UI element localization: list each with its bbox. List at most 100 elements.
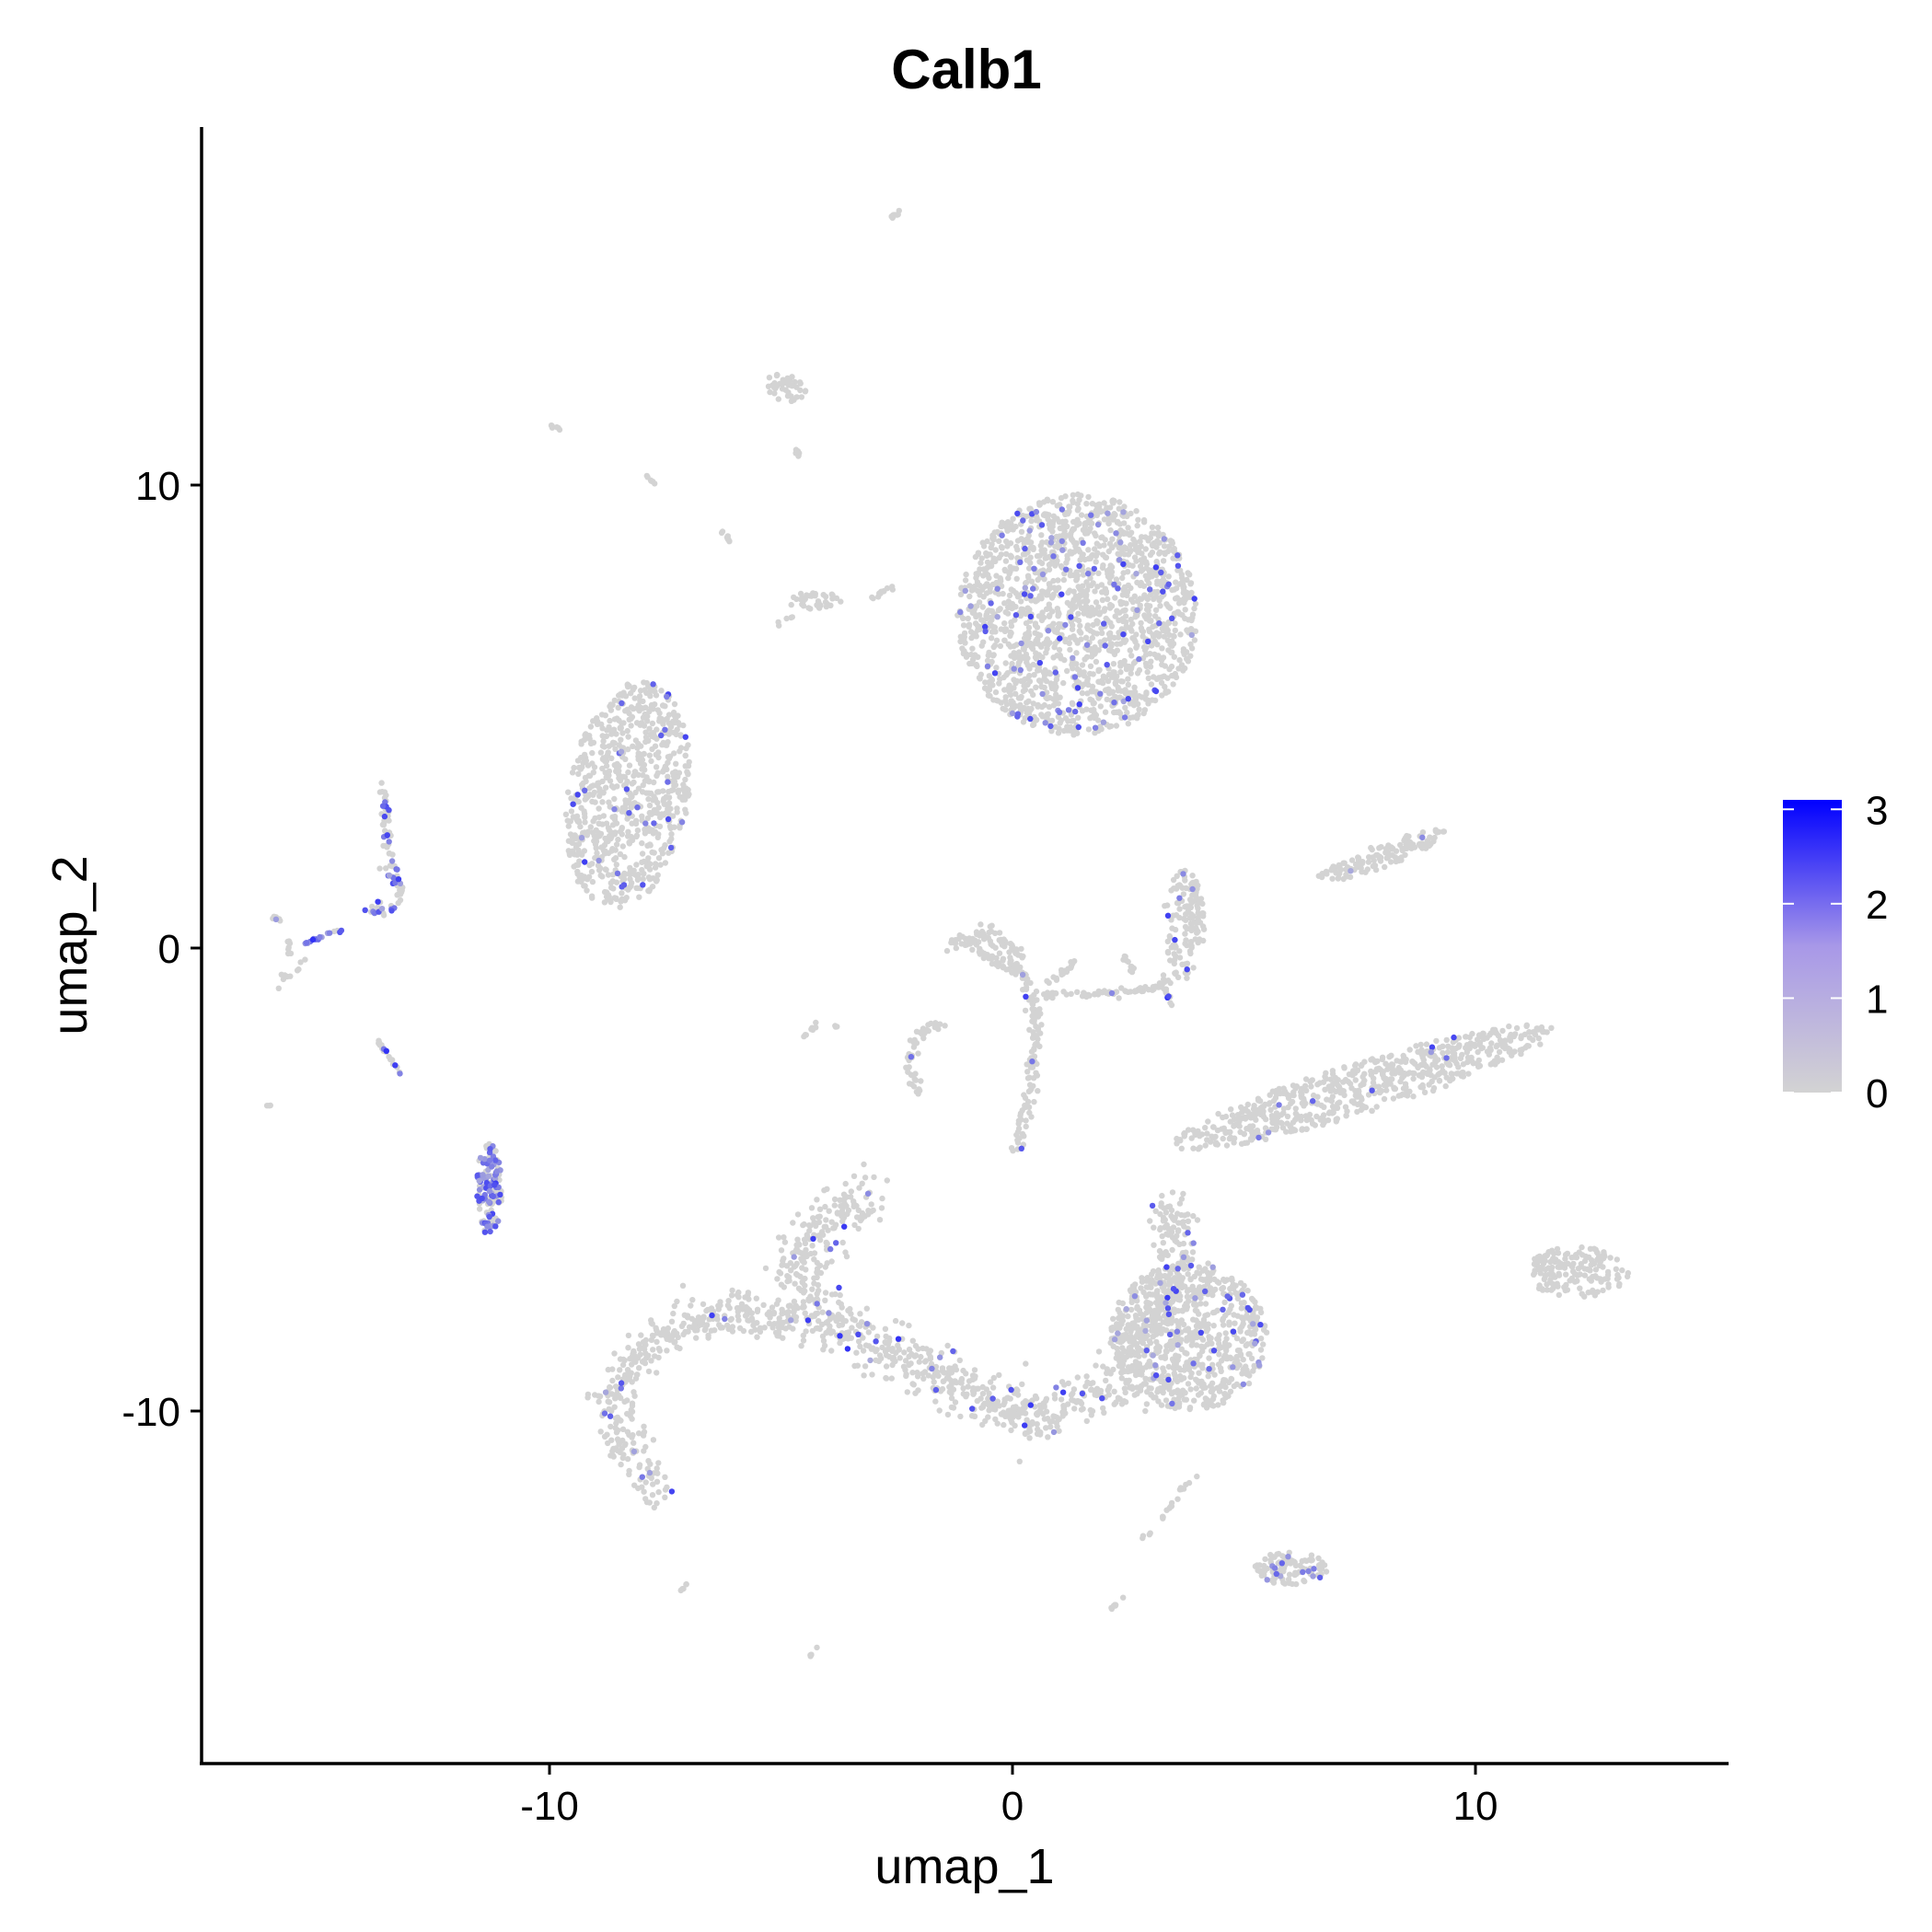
cell-point <box>997 606 1003 612</box>
cell-point <box>1460 1070 1466 1076</box>
cell-point <box>1340 875 1347 883</box>
cell-point <box>1060 1403 1067 1409</box>
cell-point <box>633 862 640 868</box>
cell-point <box>1200 910 1207 917</box>
cell-point <box>1205 1118 1211 1125</box>
cell-point <box>583 731 589 737</box>
cell-point <box>1109 688 1116 695</box>
cell-point <box>1320 1112 1327 1118</box>
cell-point <box>1058 1396 1065 1403</box>
cell-point <box>990 555 997 561</box>
cell-point <box>788 1267 794 1274</box>
cell-point <box>1070 499 1077 505</box>
cell-point <box>862 1174 869 1181</box>
cell-point <box>599 873 606 880</box>
cell-point <box>1192 1307 1199 1313</box>
cell-point <box>1387 1065 1394 1071</box>
cell-point <box>1260 1341 1267 1348</box>
cell-point <box>1158 1200 1164 1207</box>
cell-point <box>619 843 626 850</box>
cell-point <box>1144 668 1151 676</box>
cell-point <box>1227 1134 1234 1140</box>
cell-point <box>968 587 976 594</box>
cell-point <box>568 808 575 815</box>
cell-point <box>596 792 603 799</box>
cell-point <box>1067 634 1074 641</box>
cell-point <box>639 850 646 857</box>
cell-point <box>1111 1388 1117 1395</box>
cell-point <box>1179 1387 1186 1394</box>
cell-point <box>582 796 588 803</box>
cell-point <box>1064 552 1070 559</box>
cell-point <box>1023 610 1029 617</box>
cell-point <box>1212 1286 1219 1293</box>
cell-point <box>647 693 654 700</box>
cell-point <box>781 1234 787 1241</box>
cell-point <box>1166 543 1173 550</box>
cell-point <box>1624 1273 1631 1280</box>
cell-point <box>671 720 677 726</box>
cell-point <box>1173 971 1179 978</box>
cell-point <box>848 1188 854 1195</box>
cell-point <box>1084 519 1091 526</box>
cell-point <box>1273 1120 1279 1127</box>
cell-point <box>1167 957 1174 964</box>
cell-point <box>641 723 648 729</box>
cell-point <box>1011 565 1017 572</box>
cell-point <box>1093 507 1100 514</box>
cell-point <box>581 810 588 817</box>
cell-point <box>1231 1382 1238 1390</box>
cell-point <box>1286 1571 1293 1578</box>
cell-point <box>1012 690 1019 697</box>
cell-point <box>1530 1036 1536 1044</box>
cell-point <box>492 1148 499 1154</box>
cell-point <box>1115 1306 1122 1313</box>
cell-point <box>1095 570 1102 576</box>
cell-point <box>1095 1348 1103 1355</box>
cell-point <box>1006 526 1012 533</box>
cell-point <box>578 804 584 811</box>
cell-point <box>1067 646 1073 654</box>
cell-point <box>1031 672 1037 678</box>
cell-point <box>602 866 608 873</box>
cell-point <box>876 1217 884 1223</box>
cell-point <box>1420 1057 1428 1063</box>
cell-point <box>658 688 665 694</box>
cell-point <box>1075 618 1082 624</box>
cell-point <box>1080 572 1087 578</box>
cell-point <box>615 836 621 843</box>
cell-point <box>1359 1073 1366 1081</box>
cell-point <box>789 382 796 388</box>
cell-point <box>1255 1108 1263 1116</box>
cell-point <box>1159 661 1165 668</box>
cell-point <box>1196 1270 1203 1277</box>
cell-point <box>1011 677 1017 683</box>
cell-point <box>980 639 987 645</box>
cell-point <box>649 849 655 856</box>
cell-point <box>1107 526 1114 534</box>
cell-point <box>820 1347 827 1353</box>
cell-point <box>1116 551 1123 558</box>
cell-point <box>981 583 989 589</box>
cell-point <box>1020 719 1027 725</box>
cell-point <box>1054 515 1060 522</box>
cell-point <box>865 1329 872 1336</box>
cell-point <box>1024 710 1030 716</box>
cell-point <box>1381 1082 1387 1089</box>
cell-point <box>1358 1062 1365 1070</box>
cell-point <box>993 637 1001 643</box>
cell-point <box>1051 584 1058 591</box>
cell-point <box>1151 570 1157 576</box>
cell-point <box>1195 905 1201 912</box>
cell-point <box>1132 540 1139 547</box>
cell-point <box>1034 636 1040 642</box>
cell-point <box>631 769 638 775</box>
cell-point <box>1138 579 1144 586</box>
cell-point <box>625 683 631 690</box>
cell-point <box>1204 1312 1211 1318</box>
cell-point <box>828 1348 835 1354</box>
cell-point <box>1151 530 1158 537</box>
cell-point <box>1048 685 1056 691</box>
cell-point <box>665 755 673 762</box>
cell-point <box>1518 1033 1525 1039</box>
